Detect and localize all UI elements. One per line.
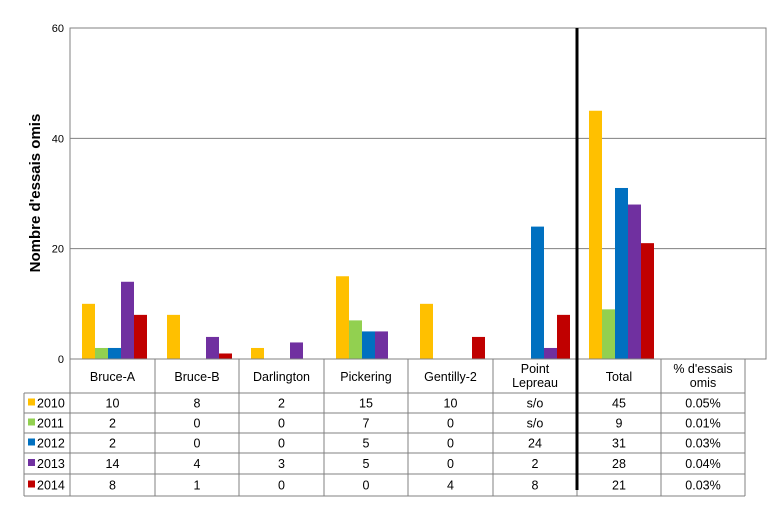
table-cell: s/o xyxy=(527,397,544,411)
legend-label: 2012 xyxy=(37,437,65,451)
table-cell: 0 xyxy=(447,437,454,451)
table-cell: 1 xyxy=(194,479,201,493)
table-cell-percent: 0.03% xyxy=(685,437,720,451)
table-cell: 2 xyxy=(278,397,285,411)
data-table: Bruce-A Bruce-B Darlington Pickering Gentill… xyxy=(23,358,746,497)
table-cell: 2 xyxy=(532,457,539,471)
bar xyxy=(544,347,557,359)
table-cell: 2 xyxy=(109,437,116,451)
table-cell: 31 xyxy=(612,437,626,451)
table-cell: 21 xyxy=(612,479,626,493)
y-tick-label: 20 xyxy=(52,244,64,256)
bar xyxy=(628,204,641,359)
table-cell: 0 xyxy=(194,437,201,451)
table-header: Gentilly-2 xyxy=(424,370,477,384)
y-axis-label: Nombre d'essais omis xyxy=(27,114,44,273)
bar xyxy=(557,314,570,359)
bar xyxy=(219,353,232,359)
table-cell: 15 xyxy=(359,397,373,411)
bar xyxy=(206,336,219,359)
y-axis-ticks: 0 20 40 60 xyxy=(52,23,64,366)
bar xyxy=(167,314,180,359)
table-cell: 7 xyxy=(363,417,370,431)
legend-swatch xyxy=(28,459,35,466)
bar xyxy=(615,187,628,359)
bar xyxy=(375,331,388,359)
table-header: % d'essais omis xyxy=(673,362,732,390)
legend-swatch xyxy=(28,480,35,488)
bar xyxy=(82,303,95,359)
bar xyxy=(602,309,615,359)
bar xyxy=(336,276,349,359)
table-cell: 5 xyxy=(363,457,370,471)
bar xyxy=(362,331,375,359)
table-cell: 0 xyxy=(447,417,454,431)
table-cell: 2 xyxy=(109,417,116,431)
gridlines xyxy=(69,27,767,360)
bar xyxy=(290,342,303,359)
bar xyxy=(349,320,362,359)
y-tick-label: 40 xyxy=(52,133,64,145)
table-cell-percent: 0.04% xyxy=(685,457,720,471)
table-header: Darlington xyxy=(253,370,310,384)
bar xyxy=(641,243,654,359)
y-tick-label: 60 xyxy=(52,23,64,35)
table-cell: 0 xyxy=(194,417,201,431)
bar xyxy=(251,347,264,359)
legend-swatch xyxy=(28,438,35,446)
legend-label: 2013 xyxy=(37,457,65,471)
table-cell: 5 xyxy=(363,437,370,451)
table-header: Pickering xyxy=(340,370,391,384)
table-cell-percent: 0.01% xyxy=(685,417,720,431)
bar xyxy=(134,314,147,359)
table-header: Total xyxy=(606,370,632,384)
plot-area-border xyxy=(69,27,767,360)
legend-swatch xyxy=(28,418,35,426)
bar xyxy=(589,110,602,359)
table-cell: 8 xyxy=(109,479,116,493)
table-cell: 8 xyxy=(532,479,539,493)
table-header: Point Lepreau xyxy=(512,362,558,390)
bar xyxy=(95,347,108,359)
bar xyxy=(108,347,121,359)
table-cell: 4 xyxy=(447,479,454,493)
table-cell: 0 xyxy=(363,479,370,493)
y-tick-label: 0 xyxy=(58,354,64,366)
bars xyxy=(82,110,654,359)
table-header: Bruce-B xyxy=(174,370,219,384)
bar xyxy=(472,336,485,359)
table-cell-percent: 0.05% xyxy=(685,397,720,411)
table-cell: 0 xyxy=(278,417,285,431)
table-cell: 10 xyxy=(106,397,120,411)
legend-label: 2011 xyxy=(37,417,64,431)
table-cell: 45 xyxy=(612,397,626,411)
bar xyxy=(121,281,134,359)
legend-label: 2014 xyxy=(37,479,65,493)
table-cell: 0 xyxy=(278,437,285,451)
table-cell: 9 xyxy=(616,417,623,431)
bar xyxy=(531,226,544,359)
table-header: Bruce-A xyxy=(90,370,136,384)
table-cell: 3 xyxy=(278,457,285,471)
legend-label: 2010 xyxy=(37,397,65,411)
table-cell: 28 xyxy=(612,457,626,471)
legend-swatch xyxy=(28,398,35,406)
table-cell: 24 xyxy=(528,437,542,451)
table-cell: s/o xyxy=(527,417,544,431)
table-cell: 0 xyxy=(447,457,454,471)
table-cell: 4 xyxy=(194,457,201,471)
table-cell-percent: 0.03% xyxy=(685,479,720,493)
table-cell: 8 xyxy=(194,397,201,411)
table-cell: 10 xyxy=(444,397,458,411)
bar xyxy=(420,303,433,359)
table-cell: 14 xyxy=(106,457,120,471)
table-cell: 0 xyxy=(278,479,285,493)
